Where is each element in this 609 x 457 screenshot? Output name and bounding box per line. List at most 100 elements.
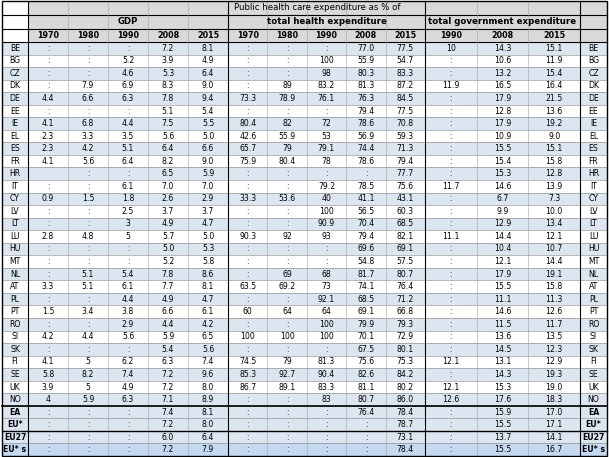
Text: 68.5: 68.5 bbox=[357, 295, 375, 304]
Text: 6.2: 6.2 bbox=[122, 357, 134, 367]
Text: 82.6: 82.6 bbox=[357, 370, 375, 379]
Text: GDP: GDP bbox=[118, 17, 138, 27]
Text: EU* s: EU* s bbox=[4, 445, 27, 454]
Text: :: : bbox=[247, 345, 249, 354]
Text: :: : bbox=[47, 257, 49, 266]
Text: MT: MT bbox=[588, 257, 599, 266]
Text: 73.3: 73.3 bbox=[239, 94, 256, 103]
Text: :: : bbox=[47, 219, 49, 228]
Text: BE: BE bbox=[10, 44, 20, 53]
Text: EU*: EU* bbox=[586, 420, 601, 429]
Text: 1.8: 1.8 bbox=[122, 194, 134, 203]
Text: :: : bbox=[286, 219, 288, 228]
Text: RO: RO bbox=[588, 320, 599, 329]
Text: :: : bbox=[286, 207, 288, 216]
Text: 5.4: 5.4 bbox=[202, 106, 214, 116]
Text: 4.1: 4.1 bbox=[42, 357, 54, 367]
Text: 13.2: 13.2 bbox=[494, 69, 511, 78]
Text: 8.1: 8.1 bbox=[202, 44, 214, 53]
Text: 1990: 1990 bbox=[315, 31, 337, 40]
Text: 7.4: 7.4 bbox=[122, 370, 134, 379]
Text: :: : bbox=[47, 81, 49, 90]
Text: CY: CY bbox=[10, 194, 20, 203]
Text: 75.6: 75.6 bbox=[396, 182, 414, 191]
Text: 4: 4 bbox=[46, 395, 51, 404]
Text: 5.8: 5.8 bbox=[202, 257, 214, 266]
Text: 2015: 2015 bbox=[394, 31, 417, 40]
Text: 74.5: 74.5 bbox=[239, 357, 256, 367]
Text: 12.8: 12.8 bbox=[546, 169, 563, 178]
Bar bbox=[2, 443, 607, 456]
Text: 6.4: 6.4 bbox=[202, 433, 214, 441]
Text: 6.6: 6.6 bbox=[162, 307, 174, 316]
Text: :: : bbox=[286, 106, 288, 116]
Text: 0.9: 0.9 bbox=[42, 194, 54, 203]
Text: 69.6: 69.6 bbox=[357, 244, 375, 254]
Text: 15.8: 15.8 bbox=[546, 282, 563, 291]
Text: :: : bbox=[247, 106, 249, 116]
Text: :: : bbox=[247, 257, 249, 266]
Text: 80.4: 80.4 bbox=[278, 157, 296, 166]
Text: 89: 89 bbox=[282, 81, 292, 90]
Text: :: : bbox=[325, 244, 328, 254]
Text: 5.9: 5.9 bbox=[202, 169, 214, 178]
Text: :: : bbox=[247, 81, 249, 90]
Text: 6.5: 6.5 bbox=[162, 169, 174, 178]
Text: 12.9: 12.9 bbox=[494, 219, 511, 228]
Text: :: : bbox=[47, 56, 49, 65]
Text: 3.3: 3.3 bbox=[82, 132, 94, 141]
Text: 67.5: 67.5 bbox=[357, 345, 375, 354]
Text: 14.3: 14.3 bbox=[494, 44, 511, 53]
Text: :: : bbox=[286, 420, 288, 429]
Text: :: : bbox=[449, 69, 452, 78]
Text: 7.2: 7.2 bbox=[162, 370, 174, 379]
Bar bbox=[2, 155, 607, 167]
Text: EE: EE bbox=[10, 106, 20, 116]
Text: 1980: 1980 bbox=[276, 31, 298, 40]
Text: :: : bbox=[47, 106, 49, 116]
Text: 41.1: 41.1 bbox=[357, 194, 375, 203]
Text: 81.3: 81.3 bbox=[318, 357, 335, 367]
Text: :: : bbox=[47, 433, 49, 441]
Text: 84.5: 84.5 bbox=[396, 94, 414, 103]
Text: NO: NO bbox=[588, 395, 599, 404]
Text: 75.3: 75.3 bbox=[396, 357, 414, 367]
Text: 93: 93 bbox=[322, 232, 331, 241]
Text: :: : bbox=[47, 445, 49, 454]
Text: EL: EL bbox=[10, 132, 19, 141]
Text: 2015: 2015 bbox=[197, 31, 219, 40]
Text: :: : bbox=[325, 257, 328, 266]
Text: 8.2: 8.2 bbox=[162, 157, 174, 166]
Text: :: : bbox=[449, 445, 452, 454]
Text: 19.0: 19.0 bbox=[546, 383, 563, 392]
Text: ES: ES bbox=[10, 144, 20, 153]
Text: 92: 92 bbox=[282, 232, 292, 241]
Text: 1990: 1990 bbox=[117, 31, 139, 40]
Text: 3.7: 3.7 bbox=[162, 207, 174, 216]
Text: 5.6: 5.6 bbox=[202, 345, 214, 354]
Text: FR: FR bbox=[589, 157, 599, 166]
Text: 8.0: 8.0 bbox=[202, 383, 214, 392]
Text: :: : bbox=[127, 445, 129, 454]
Text: :: : bbox=[286, 44, 288, 53]
Text: 1.5: 1.5 bbox=[42, 307, 54, 316]
Text: 18.3: 18.3 bbox=[546, 395, 563, 404]
Text: :: : bbox=[449, 282, 452, 291]
Text: 2.5: 2.5 bbox=[122, 207, 134, 216]
Text: 74.1: 74.1 bbox=[357, 282, 375, 291]
Text: :: : bbox=[86, 320, 90, 329]
Text: :: : bbox=[247, 395, 249, 404]
Text: 66.8: 66.8 bbox=[396, 307, 414, 316]
Text: :: : bbox=[365, 445, 367, 454]
Text: 4.8: 4.8 bbox=[82, 232, 94, 241]
Text: 6.3: 6.3 bbox=[162, 357, 174, 367]
Text: 16.7: 16.7 bbox=[546, 445, 563, 454]
Text: :: : bbox=[449, 132, 452, 141]
Text: 9.0: 9.0 bbox=[202, 157, 214, 166]
Text: 5.6: 5.6 bbox=[82, 157, 94, 166]
Text: 65.7: 65.7 bbox=[239, 144, 256, 153]
Text: 6.3: 6.3 bbox=[122, 94, 134, 103]
Text: 2008: 2008 bbox=[491, 31, 513, 40]
Text: :: : bbox=[449, 56, 452, 65]
Text: :: : bbox=[286, 320, 288, 329]
